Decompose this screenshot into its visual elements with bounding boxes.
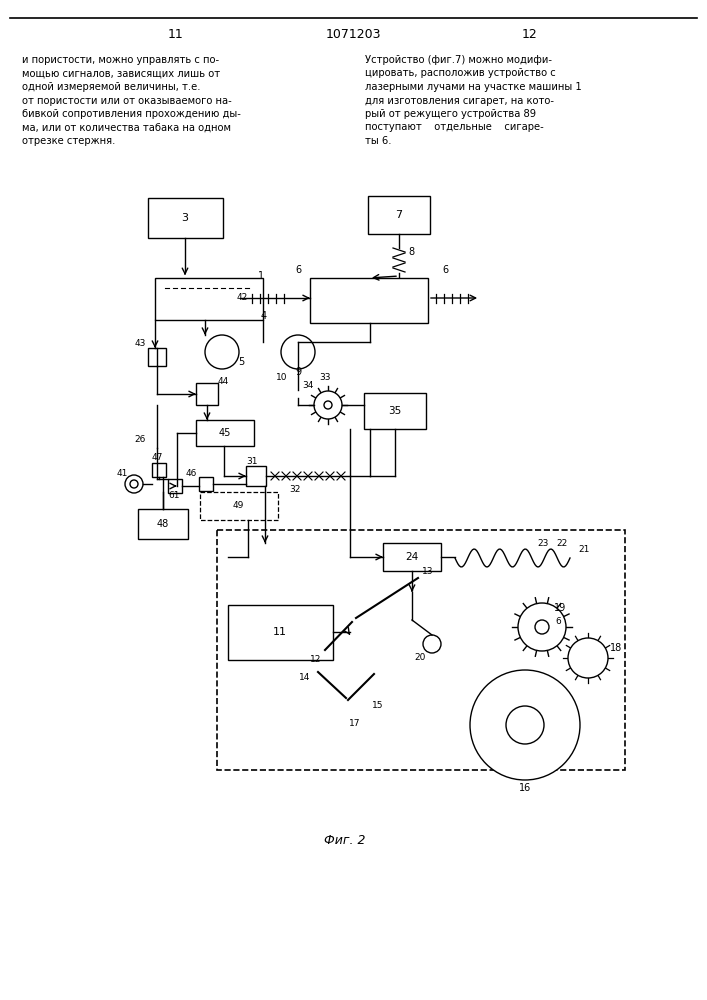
Bar — [246, 466, 266, 486]
Text: 46: 46 — [186, 470, 197, 479]
Bar — [196, 383, 218, 405]
Text: поступают    отдельные    сигаре-: поступают отдельные сигаре- — [365, 122, 544, 132]
Text: 24: 24 — [405, 552, 419, 562]
Bar — [168, 479, 182, 493]
Text: и пористости, можно управлять с по-: и пористости, можно управлять с по- — [22, 55, 219, 65]
Bar — [148, 198, 223, 238]
Text: 10: 10 — [276, 373, 288, 382]
Text: 7: 7 — [395, 210, 402, 220]
Text: 48: 48 — [157, 519, 169, 529]
Circle shape — [470, 670, 580, 780]
Text: 18: 18 — [610, 643, 622, 653]
Text: 61: 61 — [168, 490, 180, 499]
Text: 47: 47 — [152, 454, 163, 462]
Text: 11: 11 — [168, 28, 184, 41]
Text: 26: 26 — [134, 436, 146, 444]
Bar — [148, 348, 166, 366]
Text: ты 6.: ты 6. — [365, 136, 392, 146]
Text: рый от режущего устройства 89: рый от режущего устройства 89 — [365, 109, 536, 119]
Text: 41: 41 — [117, 468, 128, 478]
Text: 22: 22 — [556, 538, 568, 548]
Text: 19: 19 — [554, 603, 566, 613]
Text: 45: 45 — [218, 428, 231, 438]
Text: 20: 20 — [414, 654, 426, 662]
Circle shape — [205, 335, 239, 369]
Text: для изготовления сигарет, на кото-: для изготовления сигарет, на кото- — [365, 96, 554, 105]
Text: 13: 13 — [422, 568, 433, 576]
Text: 6: 6 — [442, 265, 448, 275]
Text: 35: 35 — [388, 406, 402, 416]
Circle shape — [324, 401, 332, 409]
Bar — [199, 477, 213, 491]
Circle shape — [506, 706, 544, 744]
Circle shape — [314, 391, 342, 419]
Text: 8: 8 — [408, 247, 414, 257]
Text: 11: 11 — [273, 627, 287, 637]
Text: 43: 43 — [134, 340, 146, 349]
Text: одной измеряемой величины, т.е.: одной измеряемой величины, т.е. — [22, 82, 201, 92]
Bar — [228, 605, 333, 660]
Text: от пористости или от оказываемого на-: от пористости или от оказываемого на- — [22, 96, 232, 105]
Bar — [217, 530, 625, 770]
Text: ма, или от количества табака на одном: ма, или от количества табака на одном — [22, 122, 231, 132]
Bar — [368, 196, 430, 234]
Text: 4: 4 — [261, 311, 267, 321]
Text: цировать, расположив устройство с: цировать, расположив устройство с — [365, 68, 556, 79]
Text: 6: 6 — [555, 617, 561, 626]
Text: 3: 3 — [182, 213, 189, 223]
Bar — [383, 543, 441, 571]
Bar — [196, 420, 254, 446]
Text: Фиг. 2: Фиг. 2 — [325, 834, 366, 846]
Text: 1: 1 — [258, 271, 264, 281]
Circle shape — [518, 603, 566, 651]
Text: 23: 23 — [537, 538, 549, 548]
Bar — [200, 492, 278, 520]
Bar — [138, 509, 188, 539]
Bar — [364, 393, 426, 429]
Text: мощью сигналов, зависящих лишь от: мощью сигналов, зависящих лишь от — [22, 68, 220, 79]
Circle shape — [281, 335, 315, 369]
Text: 14: 14 — [299, 674, 310, 682]
Text: 33: 33 — [320, 373, 331, 382]
Circle shape — [568, 638, 608, 678]
Text: 49: 49 — [233, 502, 244, 510]
Text: 12: 12 — [310, 656, 322, 664]
Text: бивкой сопротивления прохождению ды-: бивкой сопротивления прохождению ды- — [22, 109, 241, 119]
Text: 9: 9 — [295, 367, 301, 377]
Text: 6: 6 — [296, 265, 302, 275]
Text: 32: 32 — [289, 486, 300, 494]
Text: 5: 5 — [238, 357, 244, 367]
Text: 16: 16 — [519, 783, 531, 793]
Bar — [310, 278, 428, 323]
Bar — [155, 278, 263, 320]
Circle shape — [535, 620, 549, 634]
Text: 34: 34 — [303, 380, 314, 389]
Text: 44: 44 — [218, 377, 229, 386]
Circle shape — [125, 475, 143, 493]
Text: лазерными лучами на участке машины 1: лазерными лучами на участке машины 1 — [365, 82, 582, 92]
Text: 31: 31 — [246, 456, 257, 466]
Circle shape — [130, 480, 138, 488]
Text: 15: 15 — [372, 702, 383, 710]
Text: 21: 21 — [578, 546, 590, 554]
Text: 1071203: 1071203 — [325, 28, 381, 41]
Text: 17: 17 — [349, 720, 361, 728]
Circle shape — [423, 635, 441, 653]
Text: 42: 42 — [236, 294, 247, 302]
Text: Устройство (фиг.7) можно модифи-: Устройство (фиг.7) можно модифи- — [365, 55, 552, 65]
Text: отрезке стержня.: отрезке стержня. — [22, 136, 115, 146]
Bar — [152, 463, 166, 477]
Text: 12: 12 — [522, 28, 538, 41]
